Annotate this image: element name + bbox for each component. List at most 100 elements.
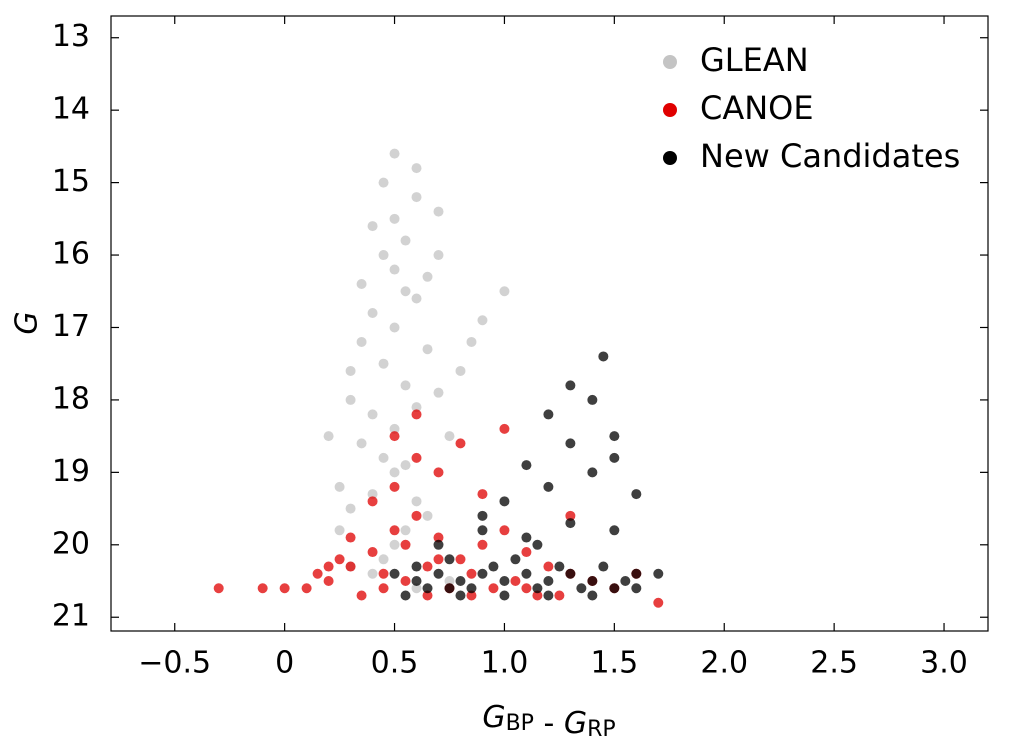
point [356,438,367,449]
point [400,235,411,246]
point [389,431,400,442]
point [433,206,444,217]
point [356,279,367,290]
point [334,554,345,565]
x-tick-label: 0 [275,646,294,681]
point [378,568,389,579]
point [532,590,543,601]
point [367,221,378,232]
point [301,583,312,594]
point [499,286,510,297]
point [400,539,411,550]
point [455,365,466,376]
point [400,286,411,297]
point [411,409,422,420]
point [521,547,532,558]
point [389,481,400,492]
point [653,568,664,579]
point [400,590,411,601]
point [466,336,477,347]
point [433,532,444,543]
point [587,576,598,587]
point [389,525,400,536]
x-tick-label: −0.5 [138,646,211,681]
point [565,568,576,579]
point [499,576,510,587]
point [389,264,400,275]
point [378,358,389,369]
point [488,561,499,572]
point [609,431,620,442]
x-tick-label: 3.0 [920,646,968,681]
point [433,250,444,261]
point [378,452,389,463]
point [411,576,422,587]
point [367,307,378,318]
plot-frame [110,15,989,632]
point [257,583,268,594]
point [367,568,378,579]
x-label-part: G [564,706,587,738]
point [521,583,532,594]
point [323,561,334,572]
point [356,336,367,347]
y-tick-label: 16 [52,237,90,272]
point [631,489,642,500]
point [389,568,400,579]
point [609,452,620,463]
point [510,576,521,587]
legend-marker [663,151,677,165]
point [587,467,598,478]
x-tick-label: 1.5 [590,646,638,681]
point [400,380,411,391]
legend-marker [663,55,677,69]
point [411,583,422,594]
point [400,525,411,536]
point [433,467,444,478]
point [587,590,598,601]
y-tick-label: 18 [52,381,90,416]
point [312,568,323,579]
point [631,583,642,594]
point [411,561,422,572]
y-axis-label: G [10,311,45,334]
point [411,192,422,203]
x-label-sub: RP [587,717,616,738]
point [554,561,565,572]
legend-marker [663,103,677,117]
point [565,438,576,449]
point [411,510,422,521]
point [466,590,477,601]
point [367,547,378,558]
point [532,539,543,550]
point [389,322,400,333]
x-tick-label: 2.5 [810,646,858,681]
x-label-sub: BP [506,711,534,736]
point [631,568,642,579]
point [422,583,433,594]
point [587,394,598,405]
point [455,554,466,565]
point [411,293,422,304]
point [345,532,356,543]
point [279,583,290,594]
legend-label: New Candidates [700,137,960,175]
point [565,518,576,529]
point [466,568,477,579]
point [411,452,422,463]
point [543,590,554,601]
point [345,365,356,376]
point [477,525,488,536]
point [653,597,664,608]
y-tick-label: 21 [52,599,90,634]
point [345,394,356,405]
point [576,583,587,594]
point [455,590,466,601]
y-tick-label: 17 [52,309,90,344]
point [444,431,455,442]
point [367,489,378,500]
point [334,481,345,492]
point [499,590,510,601]
point [400,576,411,587]
